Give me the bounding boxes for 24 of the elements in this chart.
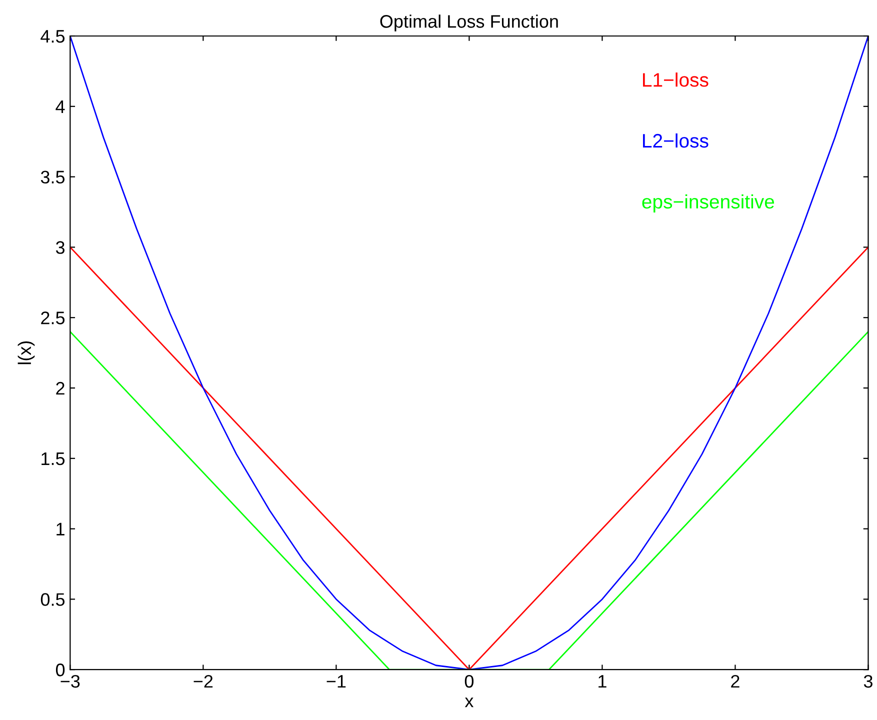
- x-tick-label: 2: [731, 674, 740, 688]
- text: L1−loss: [643, 72, 708, 87]
- y-axis-title: l(x): [18, 341, 35, 364]
- y-tick-label: 3: [56, 241, 65, 254]
- chart-title: Optimal Loss Function: [380, 14, 558, 32]
- x-tick-label: −1: [326, 675, 346, 688]
- y-tick-label: 2: [56, 382, 64, 395]
- y-tick-label: 1: [56, 522, 64, 536]
- text: eps−insensitive: [642, 194, 774, 212]
- y-tick-label: 4.5: [40, 30, 65, 43]
- x-tick-label: −2: [194, 674, 213, 688]
- x-tick-label: −3: [60, 674, 80, 688]
- y-tick-label: 4: [56, 100, 65, 113]
- line-series: [70, 36, 868, 670]
- y-tick-label: 3.5: [40, 170, 65, 184]
- y-tick-label: 0: [56, 664, 65, 676]
- x-tick-label: 0: [464, 674, 474, 688]
- y-tick-label: 2.5: [41, 312, 65, 324]
- y-tick-label: 1.5: [42, 452, 65, 466]
- x-tick-label: 3: [864, 674, 872, 688]
- y-tick-label: 0.5: [40, 593, 65, 606]
- text: L2−loss: [643, 133, 708, 148]
- x-tick-label: 1: [598, 675, 606, 688]
- x-axis-title: x: [464, 698, 474, 708]
